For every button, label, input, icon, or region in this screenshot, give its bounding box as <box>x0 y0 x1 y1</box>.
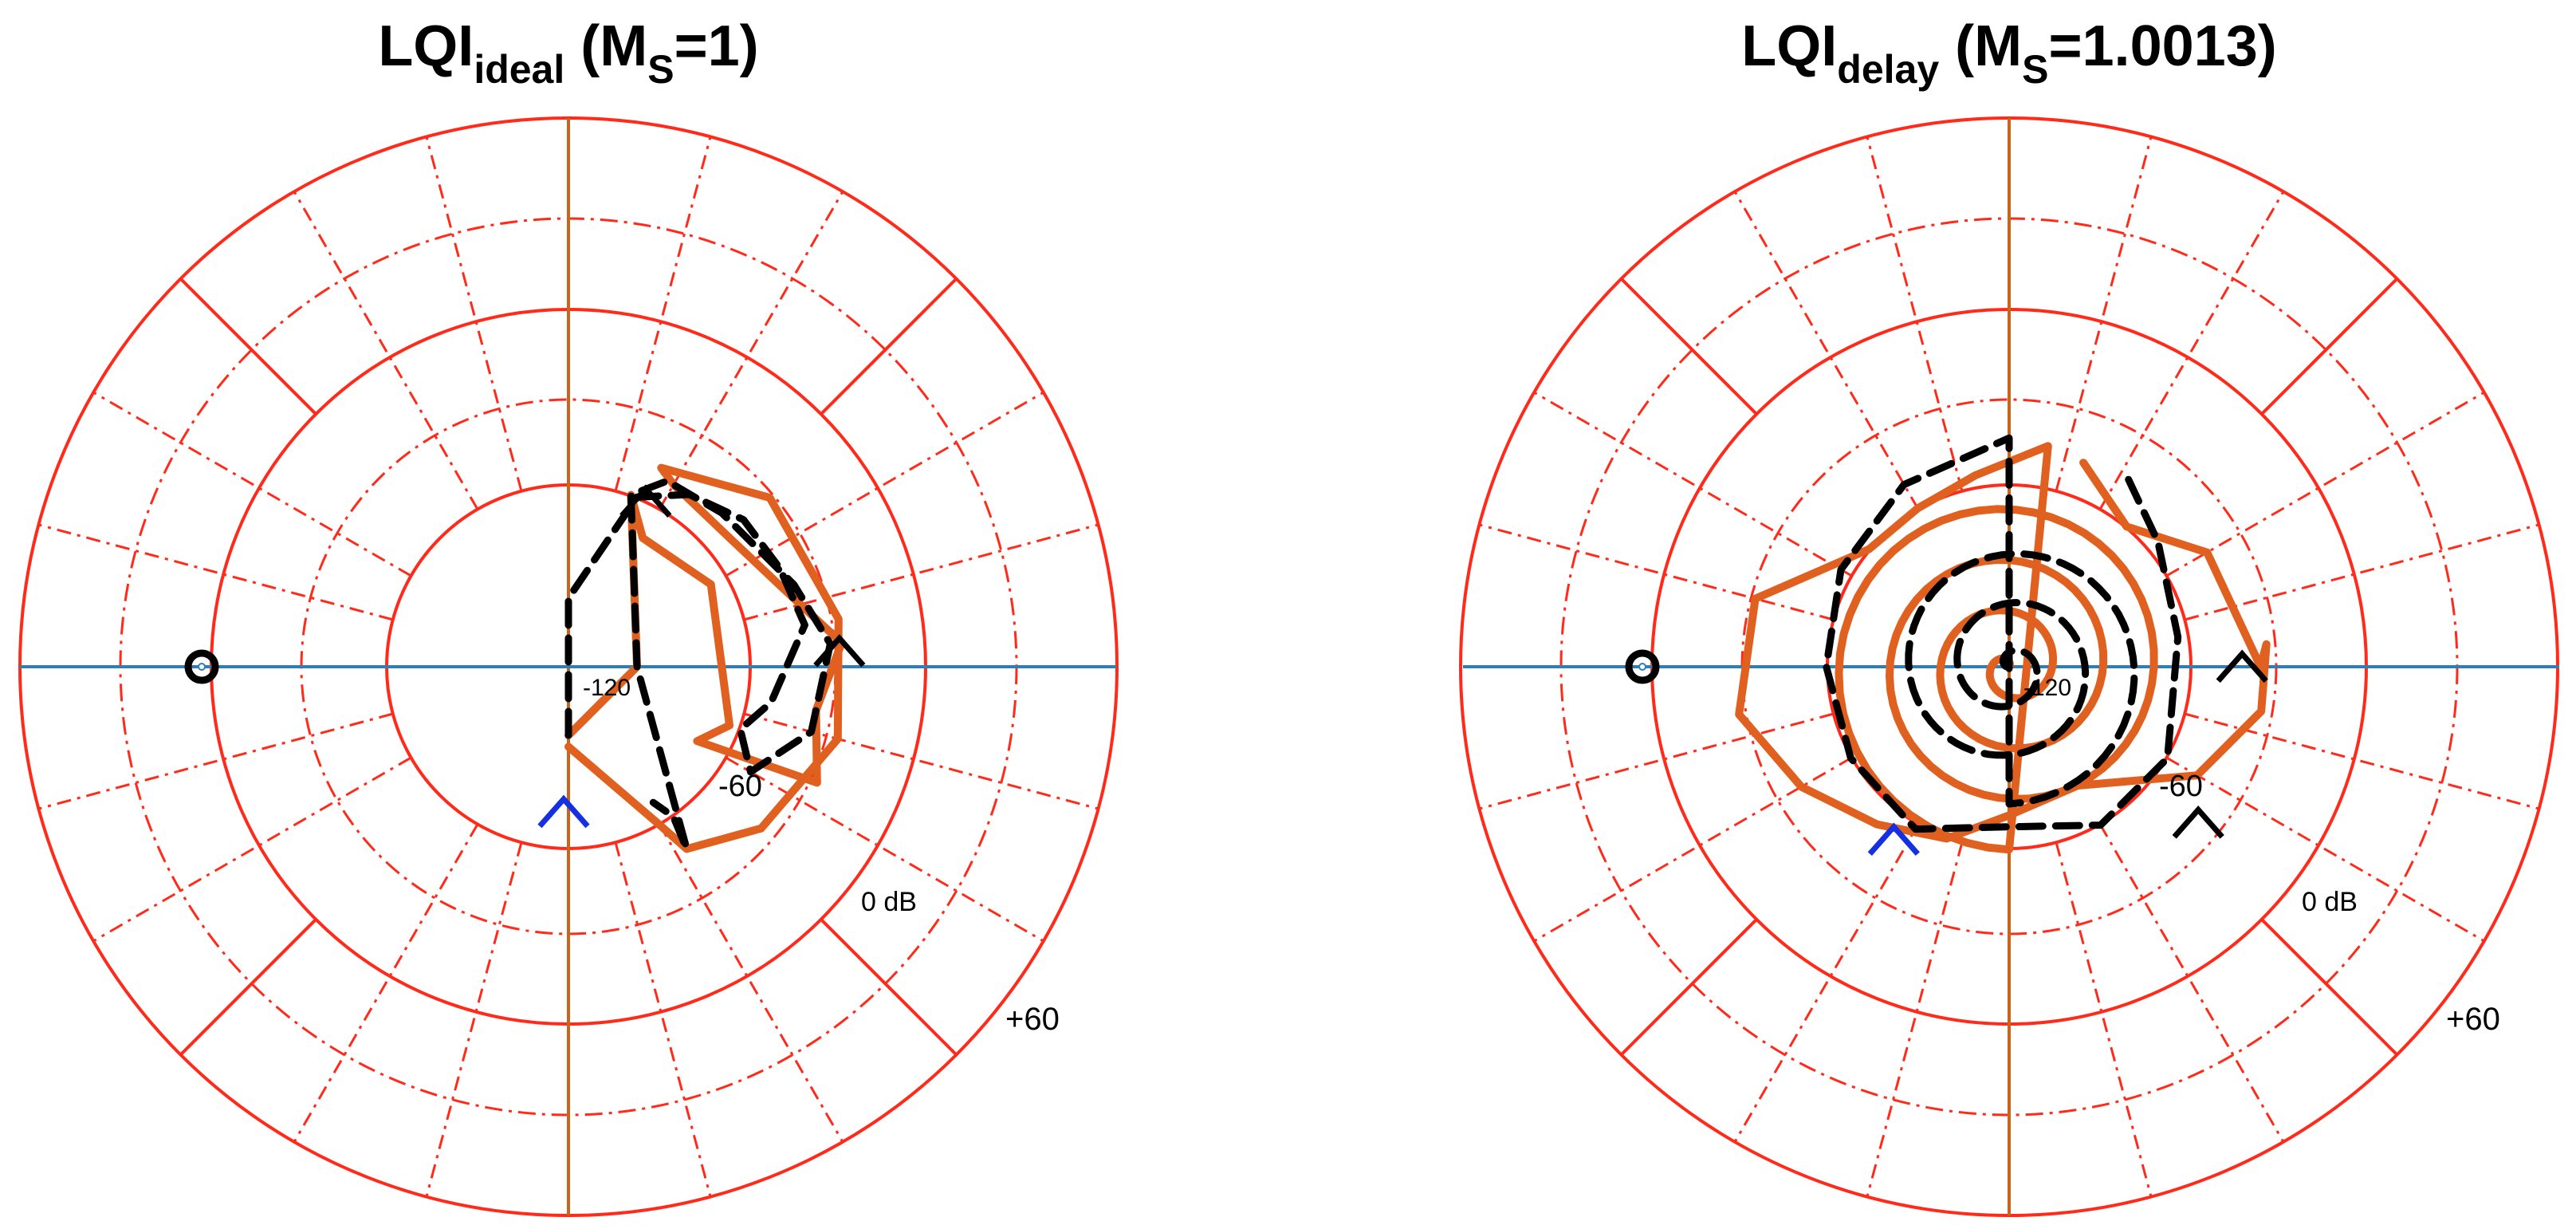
critical-point-center <box>198 663 206 671</box>
grid-spoke <box>2055 841 2153 1197</box>
right-plot-title: LQIdelay (MS=1.0013) <box>1741 14 2276 92</box>
grid-spoke <box>1620 918 1758 1056</box>
radial-label-outer: +60 <box>1005 1002 1060 1037</box>
solid-curve <box>564 463 846 853</box>
blue-chevron-marker <box>1867 822 1920 856</box>
radial-label-inner: -120 <box>2023 675 2071 701</box>
grid-spoke <box>425 136 523 492</box>
grid-spoke <box>38 523 394 621</box>
grid-spoke <box>179 278 317 416</box>
grid-spoke <box>2055 136 2153 492</box>
grid-spoke <box>179 918 317 1056</box>
critical-point-marker <box>184 649 219 684</box>
grid-spoke <box>725 756 1044 943</box>
grid-spoke <box>2260 278 2398 416</box>
grid-spoke <box>658 191 844 510</box>
grid-spoke <box>820 278 958 416</box>
grid-spoke <box>2184 523 2539 621</box>
left-polar-plot: -120 -60 0 dB +60 <box>18 116 1119 1217</box>
grid-spoke <box>614 136 712 492</box>
grid-spoke <box>1479 523 1835 621</box>
grid-spoke <box>2098 191 2285 510</box>
grid-spoke <box>1866 136 1964 492</box>
blue-chevron-marker <box>537 794 590 829</box>
radial-label-mid: -60 <box>2159 770 2203 803</box>
grid-spoke <box>425 841 523 1197</box>
grid-spoke <box>658 823 844 1143</box>
radial-label-outer: +60 <box>2446 1002 2500 1037</box>
grid-spoke <box>614 841 712 1197</box>
radial-label-inner: -120 <box>583 675 631 701</box>
black-chevron-marker <box>2216 649 2268 683</box>
radial-label-zero: 0 dB <box>861 887 917 917</box>
grid-spoke <box>2165 391 2485 577</box>
black-chevron-marker <box>2172 806 2224 839</box>
radial-label-mid: -60 <box>718 770 762 803</box>
grid-spoke <box>1733 823 1920 1143</box>
grid-spoke <box>92 756 412 943</box>
grid-spoke <box>2098 823 2285 1143</box>
critical-point-center <box>1638 663 1646 671</box>
dashed-curve <box>564 477 834 853</box>
grid-spoke <box>293 191 479 510</box>
grid-spoke <box>1620 278 1758 416</box>
grid-spoke <box>1533 391 1853 577</box>
grid-spoke <box>92 391 412 577</box>
grid-spoke <box>1479 712 1835 810</box>
dashed-curve <box>1823 434 2182 833</box>
grid-spoke <box>2165 756 2485 943</box>
grid-spoke <box>1866 841 1964 1197</box>
black-chevron-marker <box>619 484 672 518</box>
black-chevron-marker <box>813 633 866 668</box>
critical-point-marker <box>1625 649 1660 684</box>
right-polar-plot: -120 -60 0 dB +60 <box>1459 116 2559 1217</box>
grid-spoke <box>725 391 1044 577</box>
grid-spoke <box>743 712 1099 810</box>
grid-spoke <box>38 712 394 810</box>
grid-spoke <box>1733 191 1920 510</box>
left-plot-title: LQIideal (MS=1) <box>378 14 758 92</box>
radial-label-zero: 0 dB <box>2302 887 2358 917</box>
grid-spoke <box>293 823 479 1143</box>
grid-spoke <box>820 918 958 1056</box>
grid-spoke <box>2260 918 2398 1056</box>
